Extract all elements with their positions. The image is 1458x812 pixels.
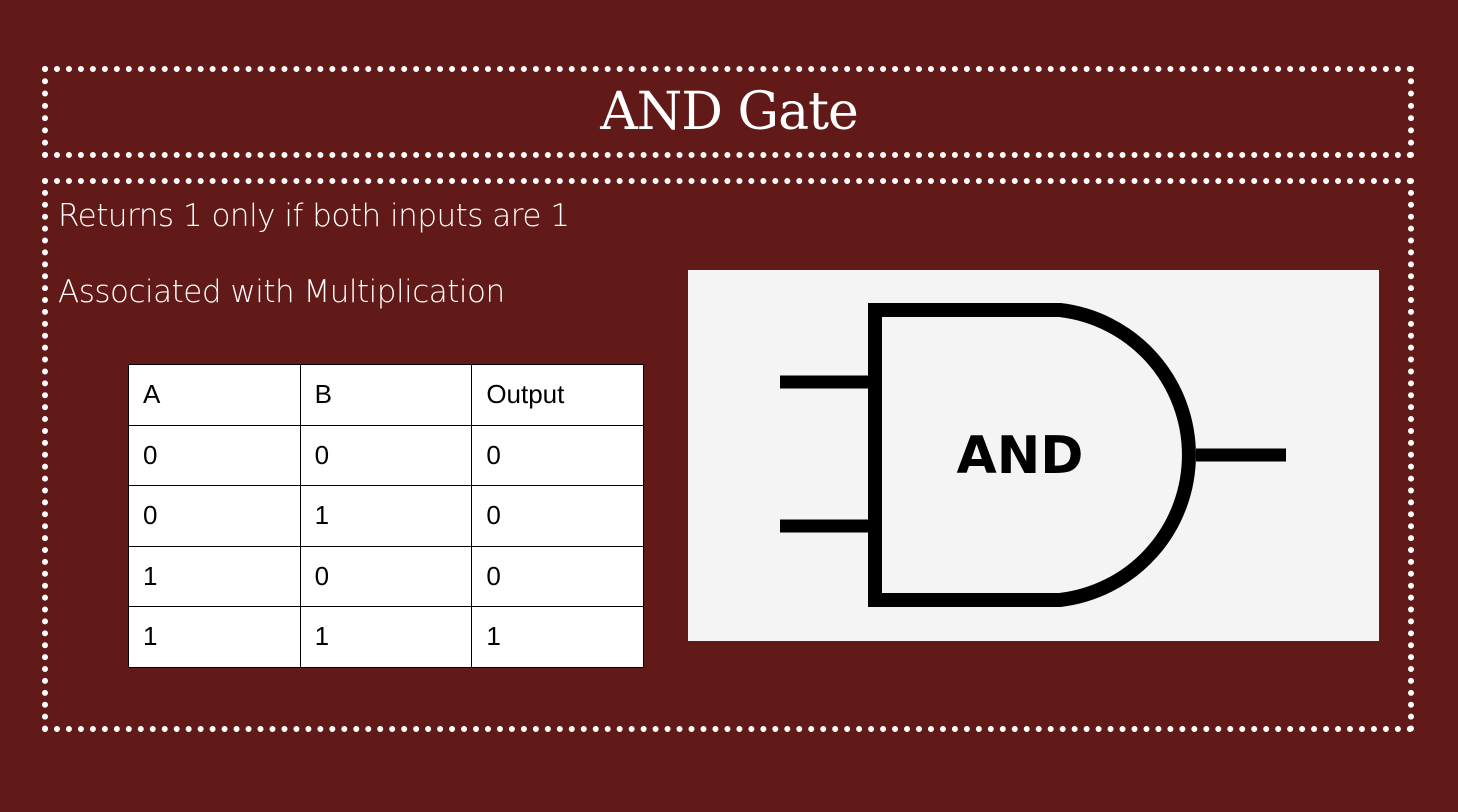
table-cell: 0 (299, 545, 473, 607)
description-line-2: Associated with Multiplication (58, 274, 505, 310)
column-header-output: Output (471, 364, 644, 426)
table-cell: 0 (128, 485, 301, 547)
column-header-b: B (299, 364, 473, 426)
table-row: 0 0 0 (128, 424, 644, 486)
column-header-a: A (128, 364, 301, 426)
table-cell: 1 (299, 485, 473, 547)
table-row: 0 1 0 (128, 485, 644, 547)
table-cell: 0 (471, 545, 644, 607)
content-frame (42, 178, 1414, 732)
title-frame (42, 66, 1414, 158)
table-cell: 1 (471, 606, 644, 668)
table-cell: 1 (299, 606, 473, 668)
description-line-1: Returns 1 only if both inputs are 1 (58, 198, 570, 234)
table-cell: 1 (128, 606, 301, 668)
table-cell: 0 (471, 424, 644, 486)
and-gate-image: AND (688, 270, 1379, 641)
truth-table: A B Output 0 0 0 0 1 0 1 0 0 1 1 1 (128, 364, 644, 668)
gate-label: AND (957, 426, 1084, 486)
gate-body (868, 303, 1196, 607)
table-row: 1 1 1 (128, 606, 644, 668)
and-gate-icon: AND (780, 303, 1286, 607)
slide-title: AND Gate (600, 82, 858, 142)
table-cell: 1 (128, 545, 301, 607)
table-cell: 0 (128, 424, 301, 486)
table-cell: 0 (299, 424, 473, 486)
table-row: 1 0 0 (128, 545, 644, 607)
table-header-row: A B Output (128, 364, 644, 426)
table-cell: 0 (471, 485, 644, 547)
